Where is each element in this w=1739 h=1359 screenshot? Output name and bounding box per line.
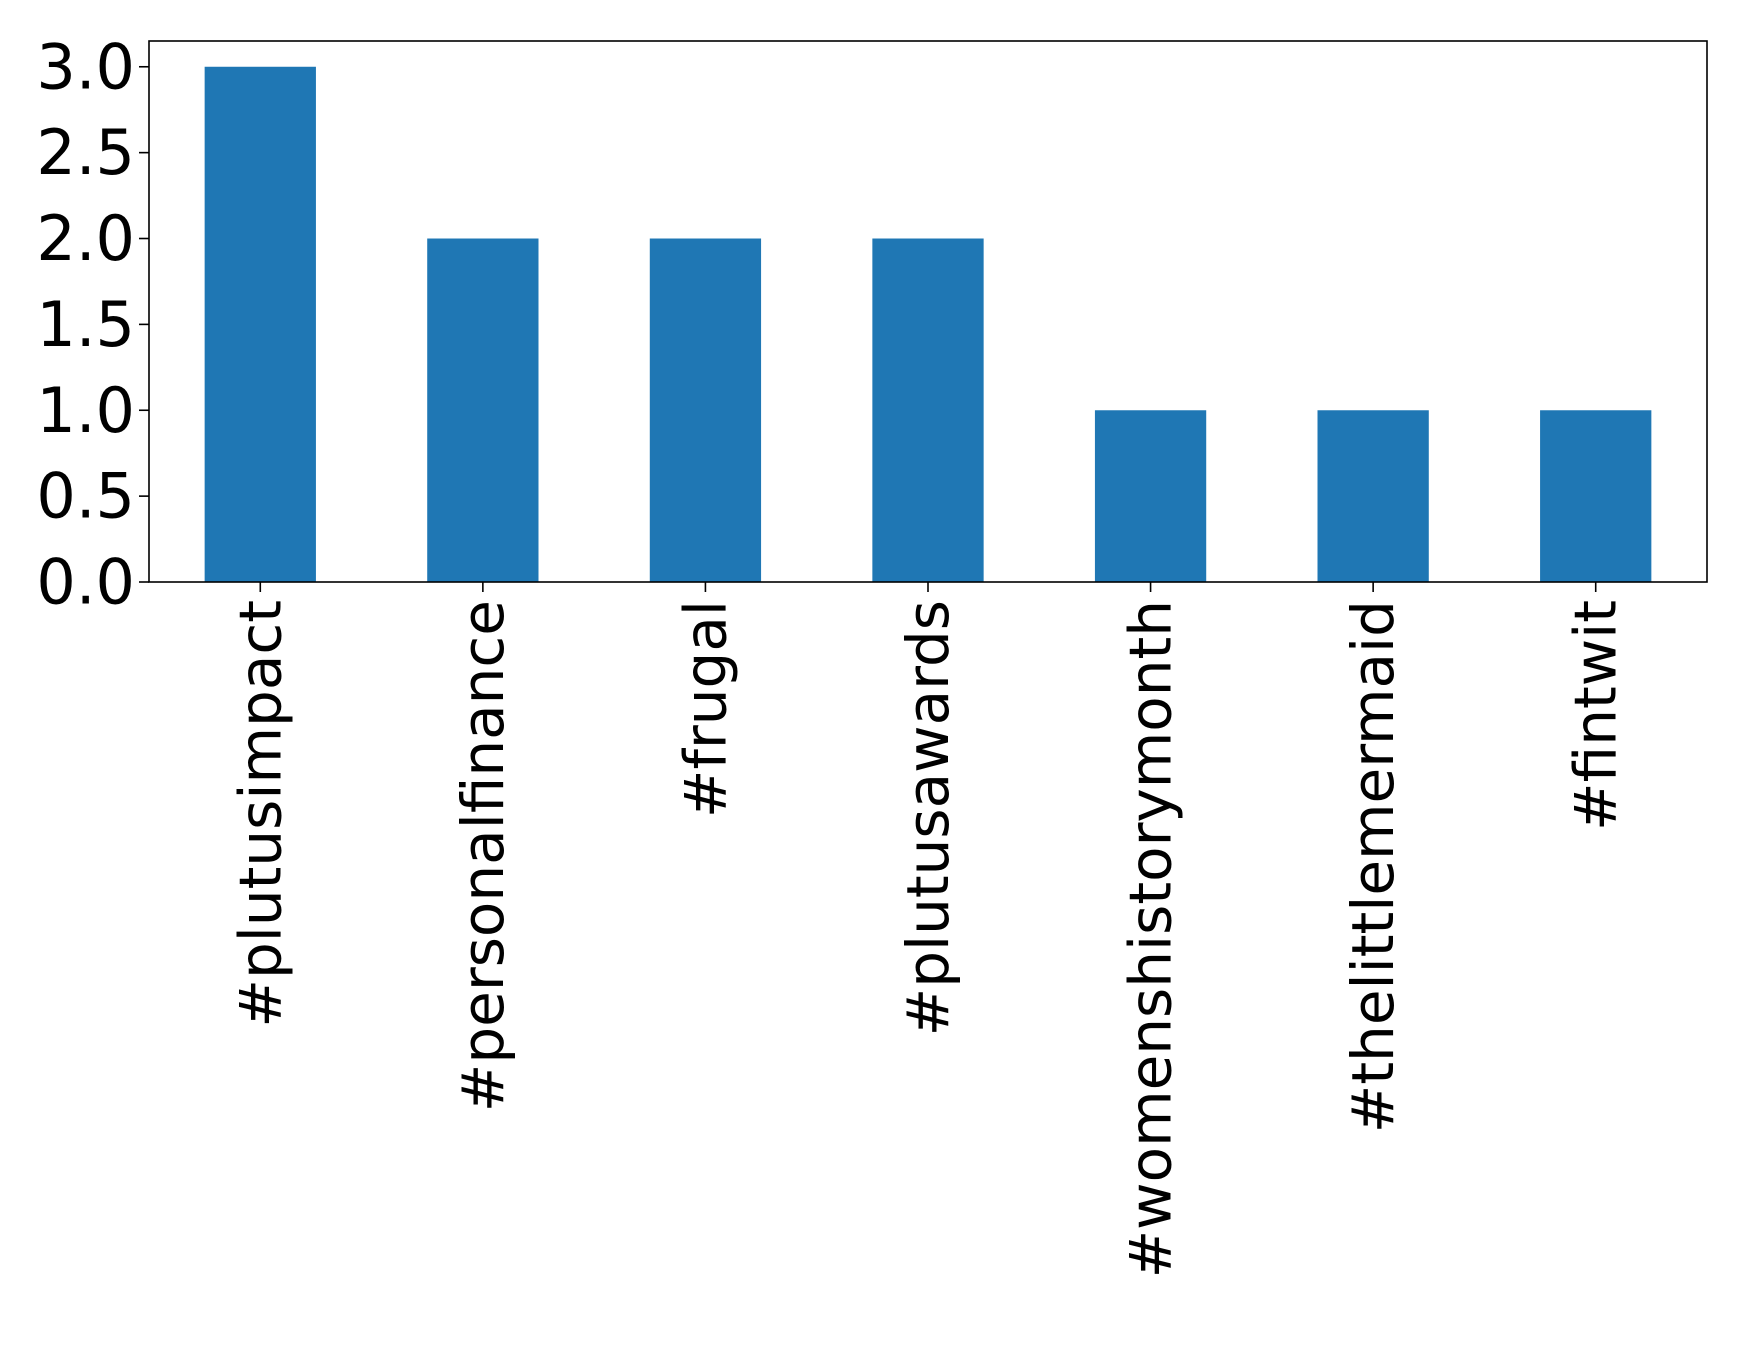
- x-tick-label-5: #thelittlemermaid: [1339, 600, 1407, 1133]
- x-tick-label-3: #plutusawards: [894, 600, 962, 1036]
- bar-3: [872, 238, 984, 582]
- y-tick-label-5: 2.5: [36, 116, 135, 189]
- bar-1: [427, 238, 539, 582]
- bar-5: [1317, 410, 1429, 582]
- y-tick-label-6: 3.0: [36, 30, 135, 103]
- x-tick-label-1: #personalfinance: [449, 600, 517, 1112]
- bar-2: [649, 238, 762, 582]
- x-axis: #plutusimpact #personalfinance #frugal #plu…: [226, 582, 1630, 1278]
- x-tick-label-0: #plutusimpact: [226, 600, 294, 1028]
- bar-6: [1540, 410, 1652, 582]
- x-tick-label-6: #fintwit: [1562, 600, 1630, 831]
- bar-4: [1094, 410, 1207, 582]
- bar-0: [204, 66, 316, 582]
- y-tick-label-3: 1.5: [36, 288, 135, 361]
- y-tick-label-0: 0.0: [36, 546, 135, 619]
- bars-group: [204, 66, 1652, 582]
- y-axis: 0.0 0.5 1.0 1.5 2.0 2.5 3.0: [36, 30, 149, 619]
- x-tick-label-4: #womenshistorymonth: [1117, 600, 1185, 1278]
- y-tick-label-4: 2.0: [36, 202, 135, 275]
- x-tick-label-2: #frugal: [671, 600, 739, 818]
- y-tick-label-1: 0.5: [36, 460, 135, 533]
- y-tick-label-2: 1.0: [36, 374, 135, 447]
